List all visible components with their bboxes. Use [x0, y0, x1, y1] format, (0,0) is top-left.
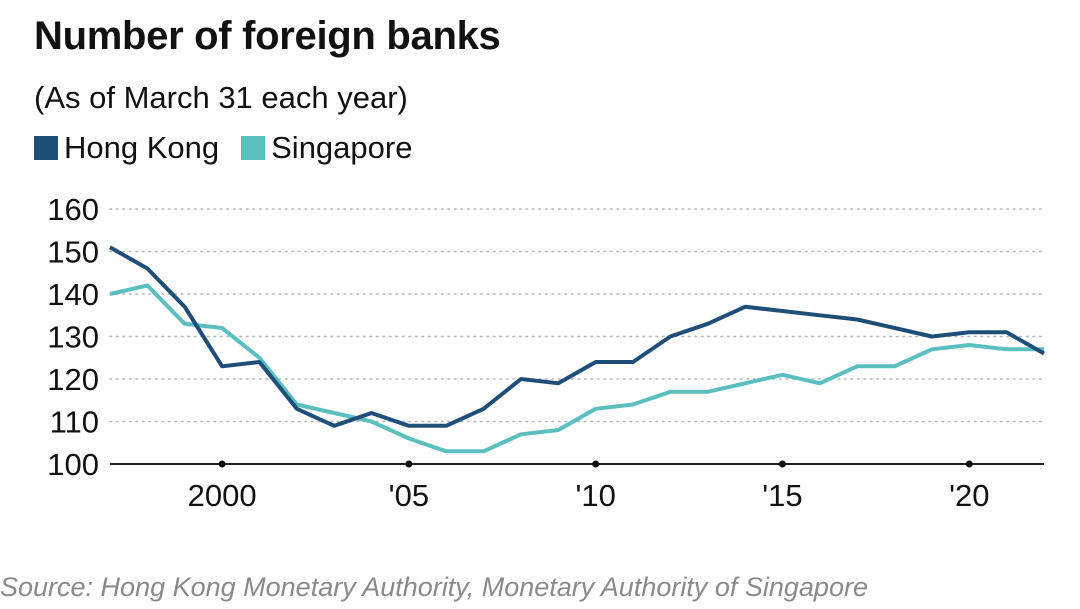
- x-tick-mark: [592, 460, 600, 468]
- gridlines: [109, 208, 1045, 423]
- legend-swatch-hong-kong: [34, 136, 58, 160]
- y-tick-label: 120: [47, 362, 99, 397]
- x-tick-mark: [778, 460, 786, 468]
- legend-swatch-singapore: [241, 136, 266, 160]
- x-tick-label: '10: [575, 478, 615, 513]
- series-line-singapore: [109, 283, 1044, 454]
- x-tick-label: '15: [762, 478, 802, 513]
- y-tick-label: 150: [47, 235, 99, 270]
- line-chart: 100 110 120 130 140 150 160 2000 '05 '10 '15 '20: [47, 192, 1045, 513]
- y-tick-label: 110: [50, 405, 99, 440]
- source-note: Source: Hong Kong Monetary Authority, Mo…: [0, 572, 868, 602]
- chart-subtitle: (As of March 31 each year): [34, 80, 408, 115]
- y-tick-label: 100: [47, 447, 99, 482]
- legend-item-hong-kong: Hong Kong: [34, 130, 219, 166]
- legend-label-hong-kong: Hong Kong: [64, 130, 220, 165]
- legend: Hong Kong Singapore: [34, 130, 434, 166]
- x-tick-mark: [405, 460, 413, 468]
- axes: 100 110 120 130 140 150 160 2000 '05 '10 '15 '20: [47, 192, 1044, 513]
- x-tick-label: 2000: [188, 478, 257, 513]
- series-lines: [109, 245, 1045, 454]
- x-tick-label: '05: [389, 478, 429, 513]
- legend-item-singapore: Singapore: [241, 130, 412, 166]
- legend-label-singapore: Singapore: [271, 130, 413, 165]
- x-tick-label: '20: [949, 478, 989, 513]
- x-tick-mark: [218, 460, 226, 468]
- x-tick-mark: [965, 460, 973, 468]
- y-tick-label: 160: [47, 192, 99, 227]
- series-line-hong-kong: [109, 245, 1045, 428]
- chart-title: Number of foreign banks: [34, 14, 501, 58]
- y-tick-label: 130: [47, 320, 99, 355]
- y-tick-label: 140: [47, 277, 99, 312]
